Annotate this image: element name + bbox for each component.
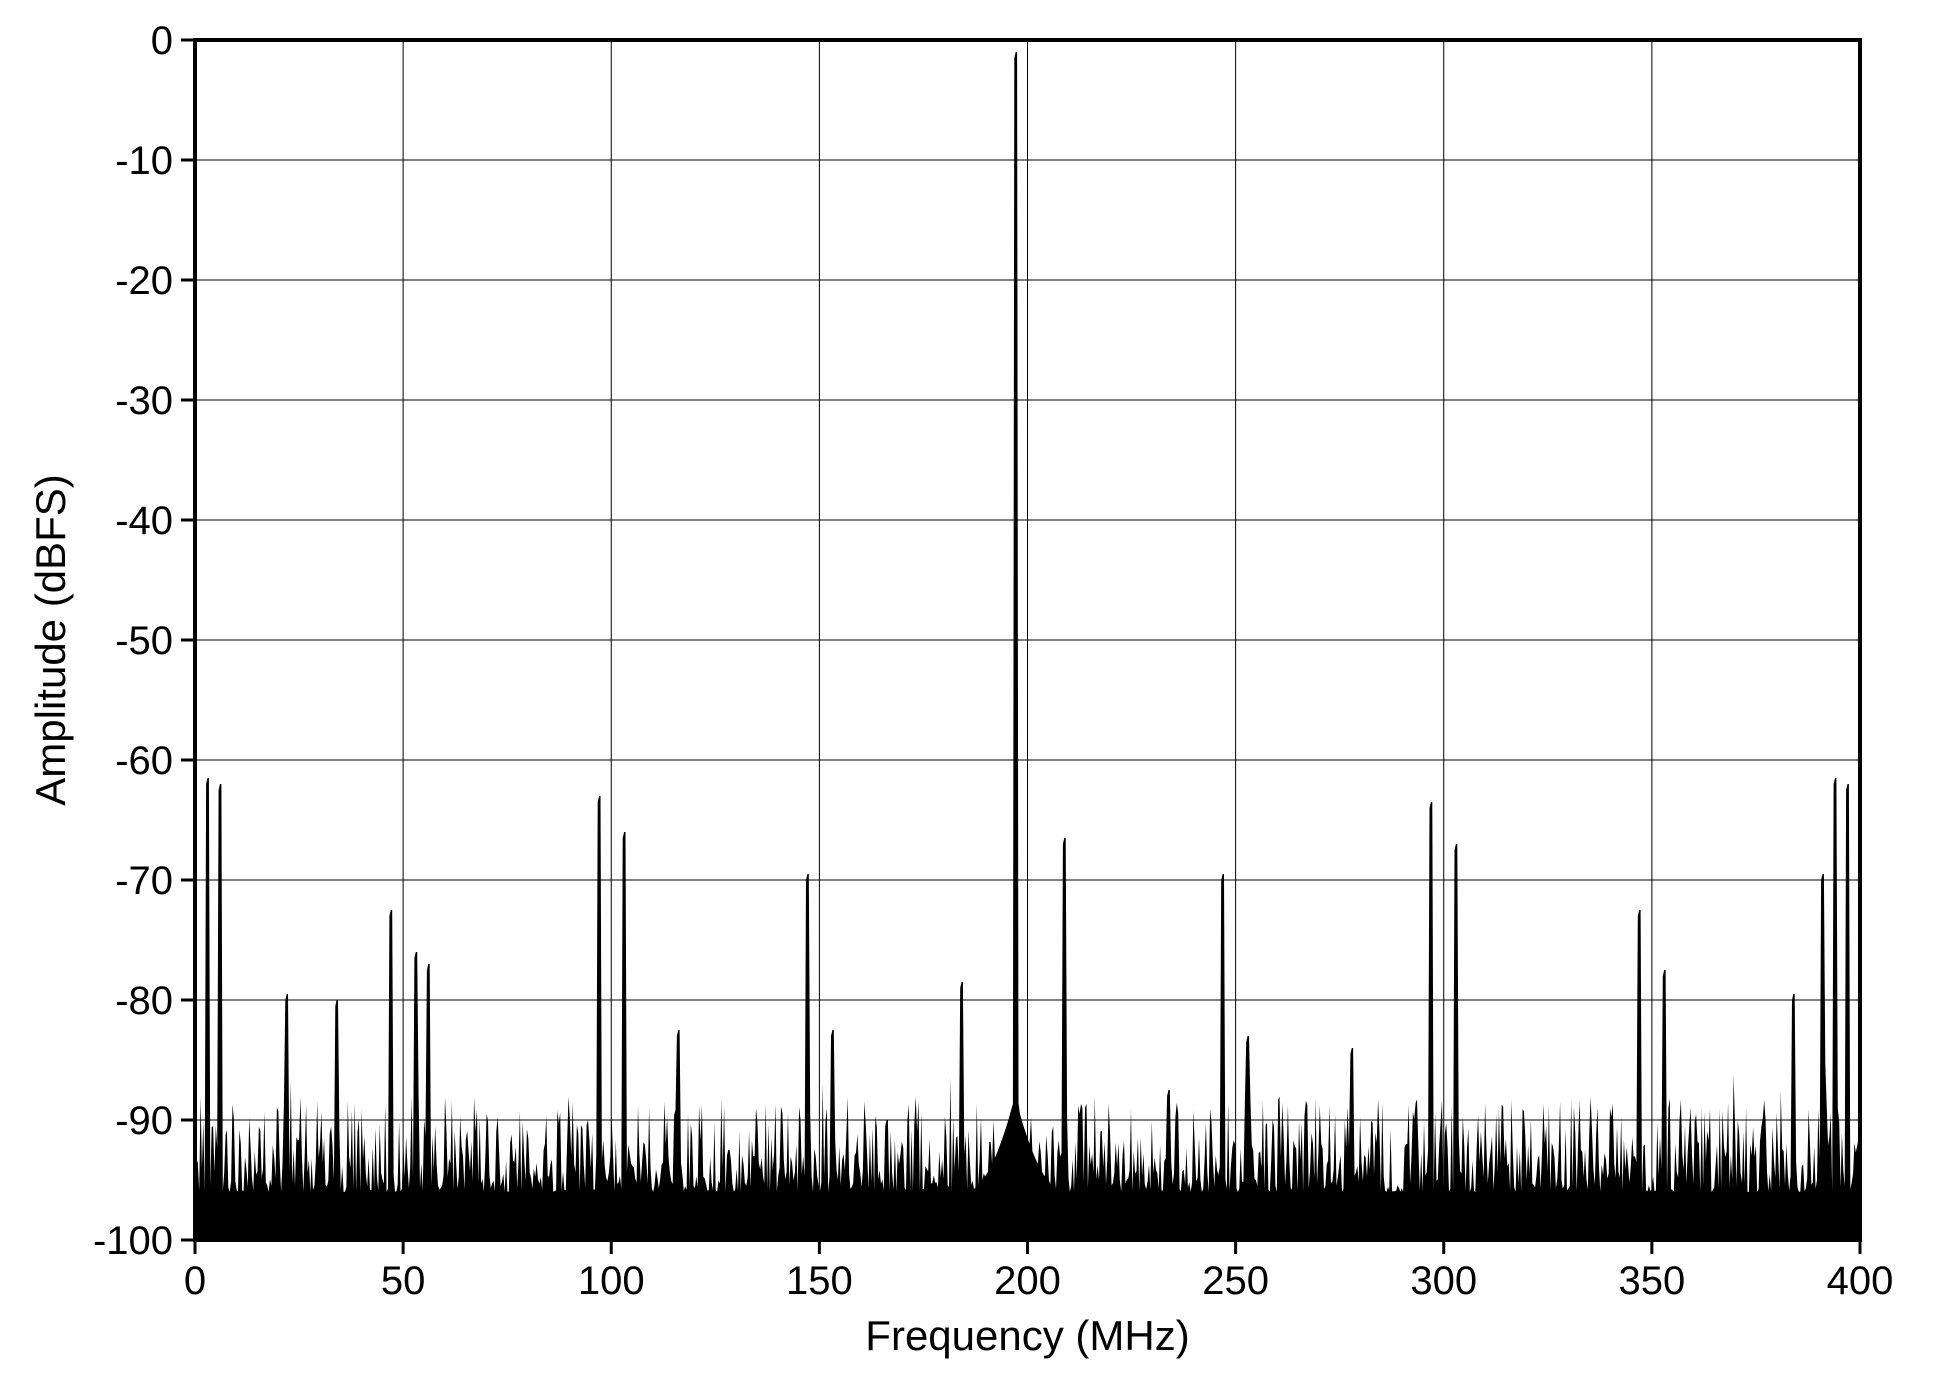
x-tick-label: 300 — [1410, 1259, 1477, 1303]
y-axis-label: Amplitude (dBFS) — [27, 474, 74, 805]
x-tick-label: 350 — [1619, 1259, 1686, 1303]
x-tick-label: 0 — [184, 1259, 206, 1303]
x-tick-label: 50 — [381, 1259, 426, 1303]
y-tick-label: -90 — [115, 1099, 173, 1143]
x-tick-label: 250 — [1202, 1259, 1269, 1303]
x-tick-label: 400 — [1827, 1259, 1894, 1303]
y-tick-label: -80 — [115, 979, 173, 1023]
x-tick-label: 200 — [994, 1259, 1061, 1303]
chart-svg: 0 50 100 150 200 250 300 350 400 0 -10 -20 -30 -40 -50… — [0, 0, 1934, 1382]
x-axis-label: Frequency (MHz) — [865, 1312, 1189, 1359]
x-tick-label: 100 — [578, 1259, 645, 1303]
y-tick-label: -50 — [115, 619, 173, 663]
y-tick-label: -100 — [93, 1219, 173, 1263]
y-tick-label: -10 — [115, 139, 173, 183]
y-tick-label: -40 — [115, 499, 173, 543]
y-tick-label: -60 — [115, 739, 173, 783]
spectrum-chart: 0 50 100 150 200 250 300 350 400 0 -10 -20 -30 -40 -50… — [0, 0, 1934, 1382]
x-tick-label: 150 — [786, 1259, 853, 1303]
y-tick-label: -70 — [115, 859, 173, 903]
y-tick-label: -20 — [115, 259, 173, 303]
y-tick-label: 0 — [151, 19, 173, 63]
y-tick-label: -30 — [115, 379, 173, 423]
